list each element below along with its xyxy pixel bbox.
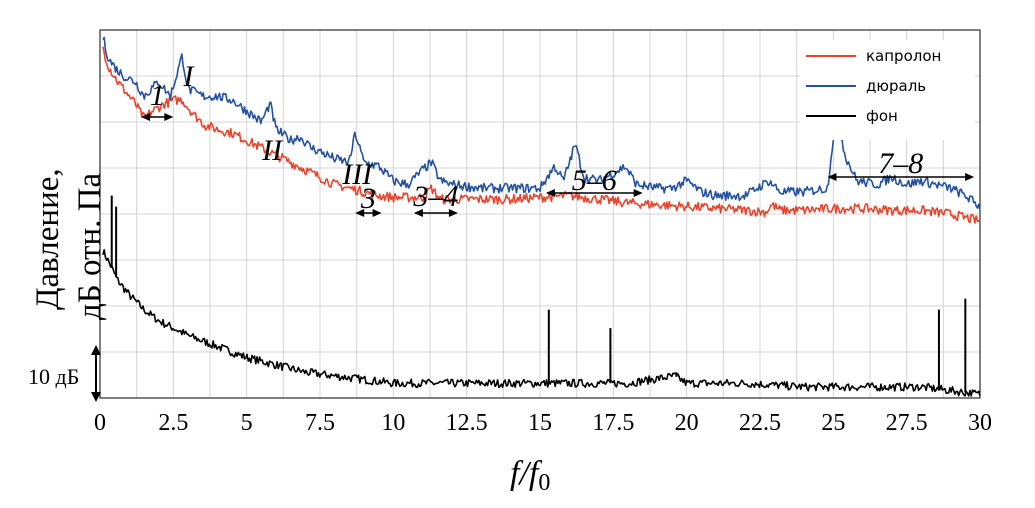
y-axis-label-line1: Давление,: [30, 168, 66, 310]
annotation-label: 3–4: [412, 180, 458, 213]
annotation-label: III: [341, 158, 374, 191]
x-tick-label: 20: [675, 410, 699, 436]
annotation-arrow-head: [355, 209, 365, 217]
x-tick-label: 5: [241, 410, 253, 436]
annotation-label: I: [183, 60, 196, 93]
annotation-arrow-head: [965, 173, 975, 181]
x-tick-label: 25: [821, 410, 845, 436]
annotation-arrow-head: [448, 209, 458, 217]
annotation-III: III: [341, 158, 374, 191]
scale-bar: 10 дБ: [28, 345, 101, 402]
annotation-label: 3: [360, 182, 376, 215]
annotation-1: 1: [141, 79, 174, 121]
annotation-7–8: 7–8: [827, 147, 975, 181]
y-axis-label-line2: дБ отн. Па: [72, 173, 108, 320]
x-axis-label: f/f0: [510, 455, 550, 496]
annotation-label: 1: [150, 79, 165, 112]
scale-bar-label: 10 дБ: [28, 364, 79, 389]
annotation-label: 7–8: [878, 147, 923, 180]
series-line-background: [102, 249, 981, 397]
legend-label: дюраль: [866, 77, 926, 95]
annotation-arrow-head: [827, 173, 837, 181]
x-axis-label-main: f/f: [510, 455, 543, 492]
annotation-arrow-head: [545, 189, 555, 197]
plot-border: [99, 29, 981, 399]
x-tick-label: 12.5: [446, 410, 488, 436]
annotation-arrow-head: [413, 209, 423, 217]
legend-label: фон: [866, 107, 898, 125]
x-tick-label: 15: [528, 410, 552, 436]
annotation-I: I: [183, 60, 196, 93]
annotation-arrow-head: [164, 113, 174, 121]
x-tick-label: 10: [381, 410, 405, 436]
annotation-3: 3: [355, 182, 382, 217]
annotation-arrow-head: [633, 189, 643, 197]
x-tick-label: 7.5: [305, 410, 335, 436]
legend-label: капролон: [866, 47, 941, 65]
x-tick-label: 30: [968, 410, 992, 436]
x-tick-label: 2.5: [158, 410, 188, 436]
legend: капролон дюраль фон: [800, 40, 975, 140]
x-axis-label-sub: 0: [538, 470, 550, 496]
annotation-arrow-head: [372, 209, 382, 217]
series-line-kaprolon: [102, 46, 981, 224]
annotation-II: II: [261, 134, 284, 167]
annotation-label: 5–6: [572, 164, 617, 197]
x-tick-label: 22.5: [739, 410, 781, 436]
annotation-5–6: 5–6: [545, 164, 643, 197]
annotation-3–4: 3–4: [412, 180, 458, 217]
x-tick-label: 27.5: [886, 410, 928, 436]
annotation-arrow-head: [141, 113, 151, 121]
x-axis-ticks: 0 2.5 5 7.5 10 12.5 15 17.5 20 22.5 25 27.5 30: [94, 410, 992, 436]
annotation-label: II: [261, 134, 284, 167]
x-tick-label: 17.5: [592, 410, 634, 436]
x-tick-label: 0: [94, 410, 106, 436]
